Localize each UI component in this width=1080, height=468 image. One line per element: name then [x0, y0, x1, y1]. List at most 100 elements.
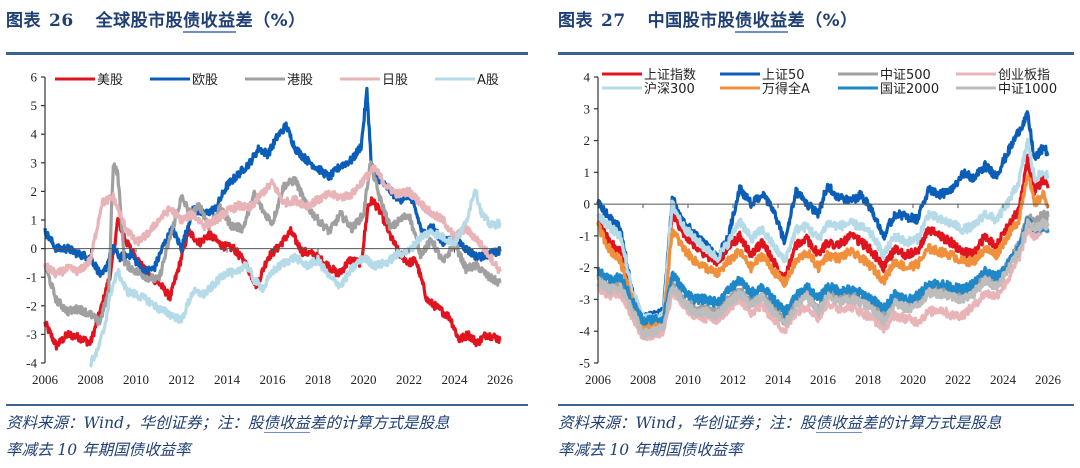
y-tick-label: 4 [584, 70, 591, 85]
y-tick-label: 4 [31, 127, 38, 142]
legend-label: 美股 [97, 73, 123, 88]
series-line-国证2000 [596, 216, 1050, 326]
y-tick-label: 1 [584, 165, 591, 180]
x-tick-label: 2006 [32, 372, 59, 387]
legend-item: 日股 [340, 73, 408, 88]
source-text-post: 差的计算方式是股息 [862, 414, 1002, 432]
x-tick-label: 2024 [990, 372, 1017, 387]
y-tick-label: -1 [26, 270, 37, 285]
x-tick-label: 2016 [260, 372, 287, 387]
legend-label: 中证500 [880, 68, 931, 83]
legend-label: 国证2000 [880, 82, 939, 97]
y-tick-label: -4 [26, 356, 37, 371]
series-line-上证50 [596, 110, 1050, 325]
x-tick-label: 2008 [630, 372, 656, 387]
y-tick-label: 0 [31, 241, 38, 256]
source-note: 资料来源：Wind，华创证券；注：股债收益差的计算方式是股息 率减去 10 年期… [6, 410, 450, 464]
title-text-underlined: 债收益 [735, 11, 788, 33]
x-tick-label: 2006 [585, 372, 612, 387]
legend-item: 上证指数 [602, 68, 696, 83]
x-tick-label: 2014 [214, 372, 241, 387]
series-line-日股 [43, 164, 502, 279]
x-tick-label: 2020 [351, 372, 377, 387]
source-text-underlined: 债收益 [815, 414, 863, 433]
legend-item: 上证50 [720, 68, 805, 83]
legend-label: 上证50 [762, 68, 805, 83]
source-divider [558, 404, 1074, 406]
y-tick-label: -2 [26, 298, 37, 313]
y-tick-label: -3 [579, 292, 590, 307]
title-text-post: 差（%） [787, 11, 858, 31]
source-note: 资料来源：Wind，华创证券；注：股债收益差的计算方式是股息 率减去 10 年期… [558, 410, 1002, 464]
legend-label: A股 [477, 73, 499, 88]
y-tick-label: 3 [31, 155, 38, 170]
source-text-pre: 资料来源：Wind，华创证券；注：股 [6, 414, 264, 432]
title-divider [558, 52, 1074, 55]
series-group [43, 86, 502, 368]
legend-label: 上证指数 [644, 68, 696, 83]
figure-label: 图表 [558, 11, 593, 31]
y-tick-label: 3 [584, 101, 591, 116]
title-text-pre: 中国股市股 [647, 11, 736, 31]
title-text-pre: 全球股市股 [95, 11, 184, 31]
x-tick-label: 2020 [900, 372, 926, 387]
figure-number: 27 [601, 11, 626, 31]
legend-label: 创业板指 [998, 68, 1050, 83]
x-tick-label: 2016 [810, 372, 837, 387]
source-divider [6, 404, 528, 406]
x-tick-label: 2010 [123, 372, 149, 387]
series-group [596, 110, 1050, 342]
legend-item: 万得全A [720, 81, 810, 97]
figure-title: 图表 26 全球股市股债收益差（%） [6, 6, 306, 33]
figure-number: 26 [49, 11, 74, 31]
series-line-A股 [88, 188, 502, 368]
x-tick-label: 2024 [442, 372, 469, 387]
legend-item: 国证2000 [838, 82, 939, 97]
legend: 美股 欧股 港股 日股 A股 [55, 73, 499, 88]
x-tick-label: 2008 [78, 372, 104, 387]
legend-item: 美股 [55, 73, 123, 88]
title-text-underlined: 债收益 [183, 11, 236, 33]
y-tick-label: 5 [31, 98, 38, 113]
source-text-line2: 率减去 10 年期国债收益率 [6, 441, 191, 459]
y-tick-label: 6 [31, 70, 38, 85]
source-text-underlined: 债收益 [263, 414, 311, 433]
title-divider [6, 52, 528, 55]
x-tick-label: 2026 [1035, 372, 1062, 387]
figure-label: 图表 [6, 11, 41, 31]
legend-item: 创业板指 [956, 68, 1050, 83]
series-line-沪深300 [596, 137, 1050, 325]
legend-item: 中证500 [838, 68, 931, 83]
source-text-line2: 率减去 10 年期国债收益率 [558, 441, 743, 459]
y-tick-label: 2 [31, 184, 38, 199]
legend-item: 港股 [245, 73, 313, 88]
x-tick-label: 2026 [487, 372, 514, 387]
figure-26-panel: 图表 26 全球股市股债收益差（%） 6 5 4 3 2 1 0 -1 -2 -3 -4 2006 2008… [6, 6, 528, 464]
title-text-post: 差（%） [235, 11, 306, 31]
y-tick-label: -5 [579, 356, 590, 371]
x-tick-label: 2014 [765, 372, 792, 387]
figure-27-panel: 图表 27 中国股市股债收益差（%） 4 3 2 1 0 -1 -2 -3 -4 -5 2006 2008… [552, 0, 1080, 468]
legend-label: 欧股 [192, 73, 218, 88]
legend-item: 欧股 [150, 73, 218, 88]
x-tick-label: 2012 [169, 372, 195, 387]
legend-label: 港股 [287, 73, 313, 88]
y-tick-label: 2 [584, 133, 591, 148]
legend-label: 万得全A [762, 81, 810, 97]
y-tick-label: -3 [26, 327, 37, 342]
legend-label: 沪深300 [644, 81, 695, 97]
legend-item: A股 [435, 73, 499, 88]
legend-label: 日股 [382, 73, 408, 88]
legend-item: 沪深300 [602, 81, 695, 97]
legend-label: 中证1000 [998, 82, 1057, 97]
x-tick-label: 2018 [855, 372, 881, 387]
y-tick-label: -1 [579, 228, 590, 243]
series-line-中证1000 [596, 217, 1050, 340]
source-text-post: 差的计算方式是股息 [310, 414, 450, 432]
x-tick-label: 2010 [675, 372, 701, 387]
series-line-万得全A [596, 173, 1050, 334]
y-tick-label: -2 [579, 260, 590, 275]
x-tick-label: 2022 [396, 372, 422, 387]
